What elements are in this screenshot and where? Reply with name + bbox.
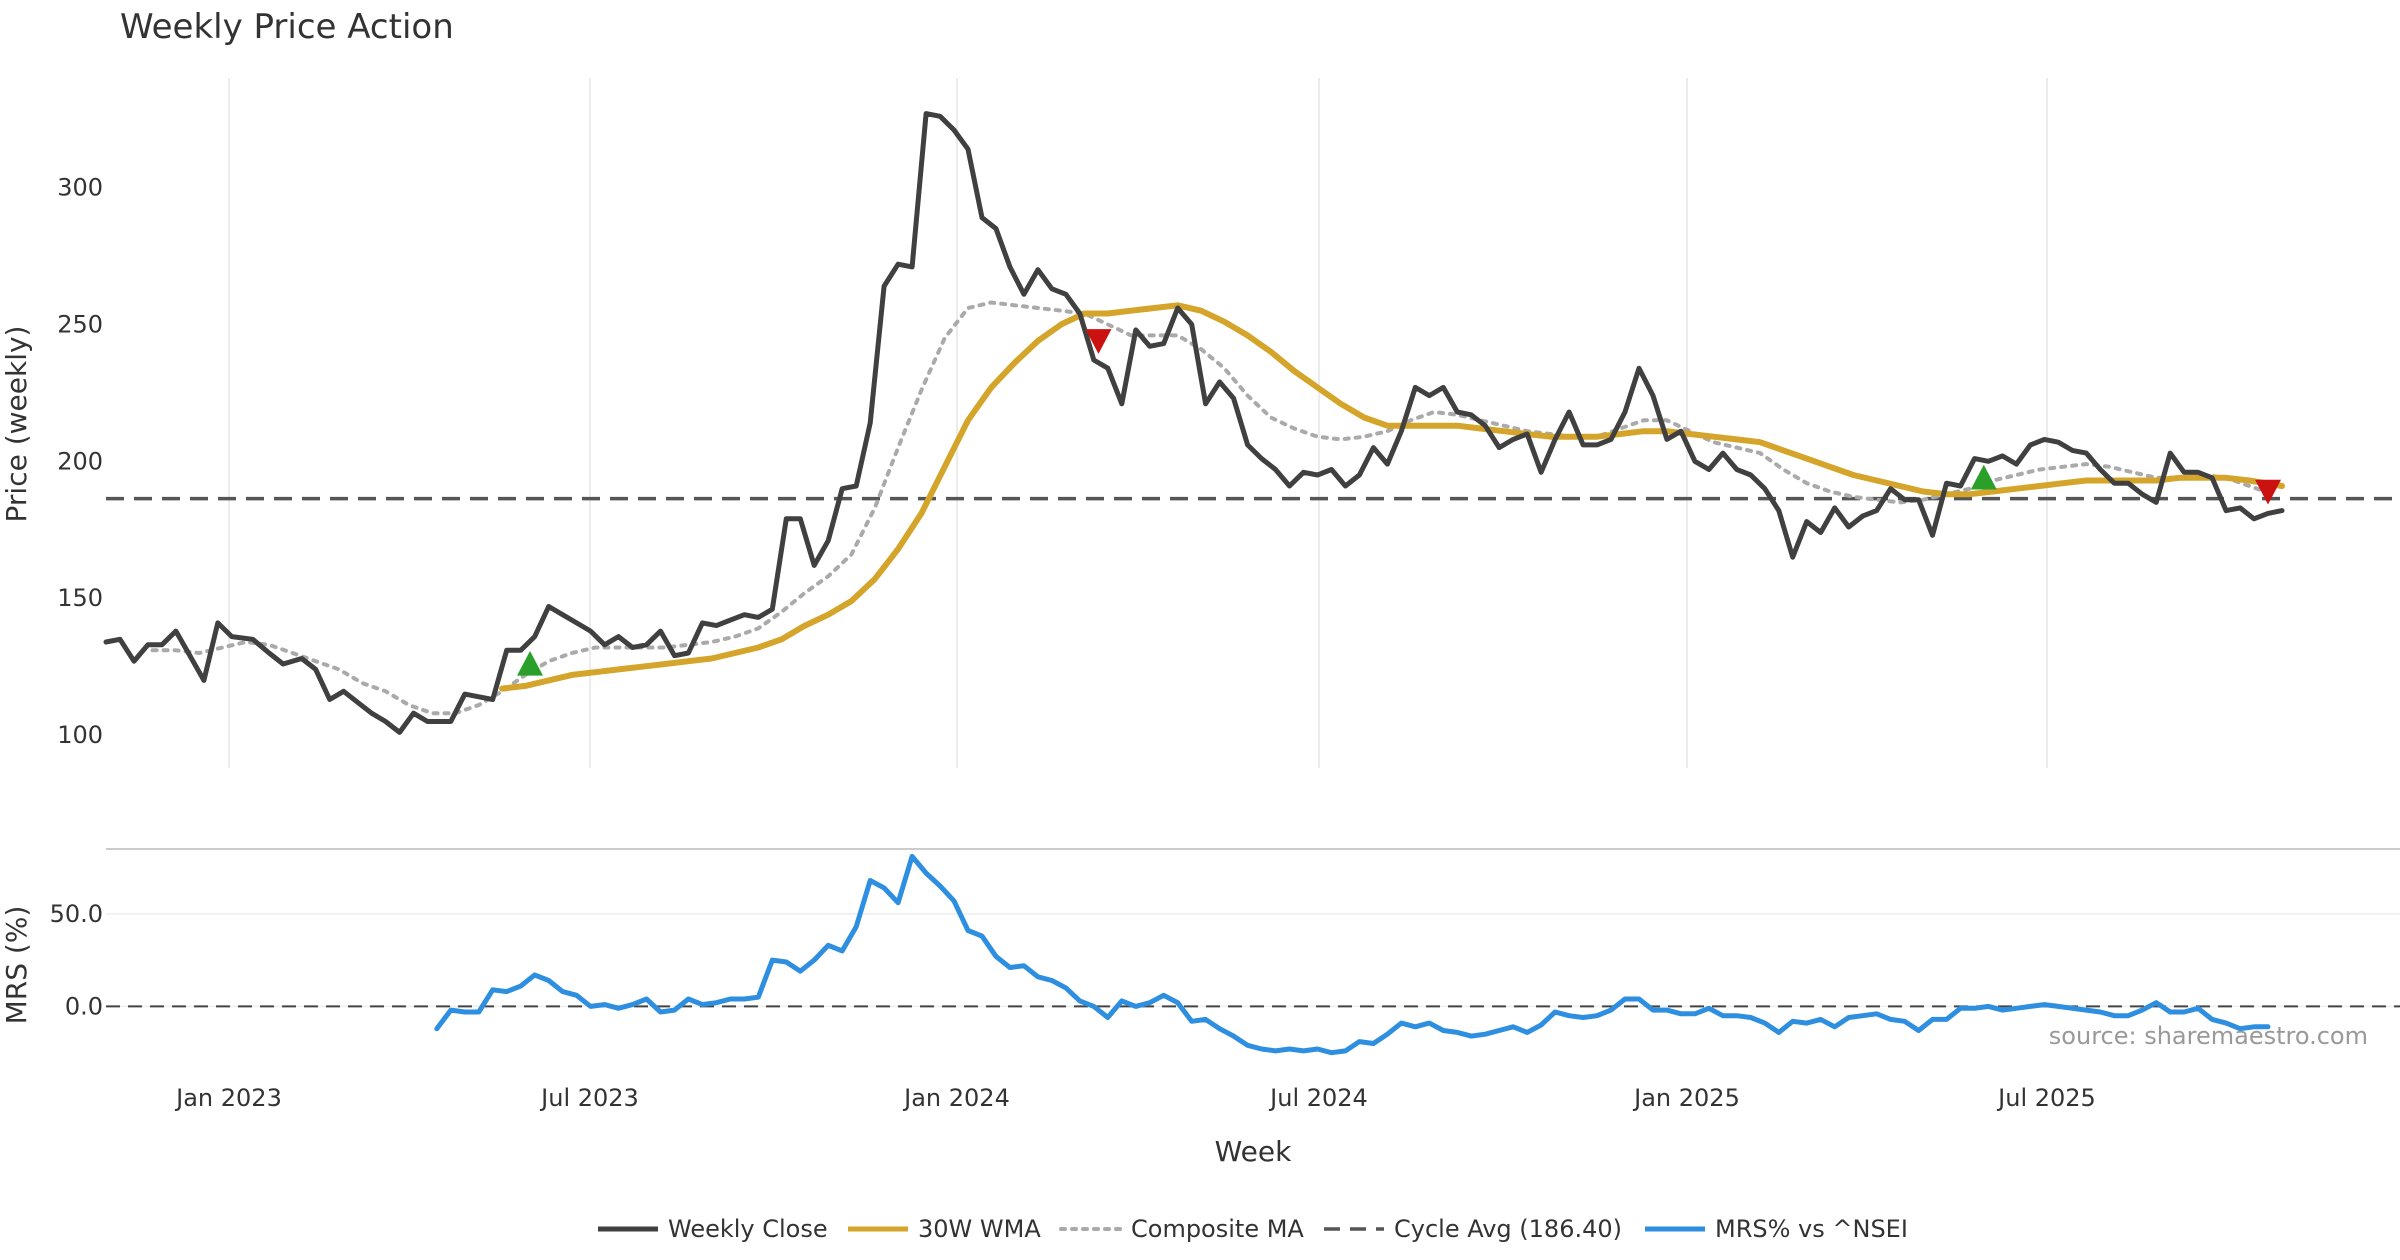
x-tick-label: Jan 2024: [902, 1084, 1010, 1112]
price-series-group: [103, 111, 2285, 735]
signal-markers: [517, 329, 2282, 676]
mrs-series-group: [434, 853, 2271, 1056]
price-y-tick-label: 100: [57, 721, 103, 749]
mrs-y-tick-label: 0.0: [65, 992, 103, 1020]
chart-legend: Weekly Close 30W WMA Composite MA Cycle Avg…: [598, 1215, 1908, 1243]
sell-signal-marker: [1085, 329, 1112, 354]
legend-label: Composite MA: [1131, 1215, 1304, 1243]
composite-ma-line: [150, 300, 2275, 716]
x-tick-label: Jul 2024: [1268, 1084, 1368, 1112]
x-axis-ticks: Jan 2023 Jul 2023 Jan 2024 Jul 2024 Jan 2025…: [174, 1084, 2096, 1112]
x-tick-label: Jul 2025: [1996, 1084, 2096, 1112]
legend-label: Cycle Avg (186.40): [1394, 1215, 1622, 1243]
legend-label: 30W WMA: [918, 1215, 1041, 1243]
price-y-tick-label: 300: [57, 174, 103, 202]
x-tick-label: Jan 2023: [174, 1084, 282, 1112]
mrs-y-axis-label: MRS (%): [0, 906, 33, 1025]
x-axis-label: Week: [1215, 1135, 1292, 1168]
chart-title: Weekly Price Action: [120, 7, 454, 47]
weekly-close-line: [103, 111, 2285, 735]
price-panel-gridlines: [228, 78, 2048, 768]
mrs-line: [434, 853, 2271, 1056]
mrs-panel-gridlines: [106, 913, 2400, 1008]
30w-wma-line: [499, 302, 2285, 692]
price-y-axis-label: Price (weekly): [0, 326, 33, 523]
legend-label: MRS% vs ^NSEI: [1715, 1215, 1908, 1243]
price-y-tick-label: 200: [57, 447, 103, 475]
x-tick-label: Jul 2023: [539, 1084, 639, 1112]
sell-signal-marker: [2255, 479, 2282, 505]
legend-label: Weekly Close: [668, 1215, 828, 1243]
source-note: source: sharemaestro.com: [2049, 1022, 2368, 1050]
price-y-tick-label: 250: [57, 310, 103, 338]
x-tick-label: Jan 2025: [1632, 1084, 1740, 1112]
price-y-axis-ticks: 100 150 200 250 300: [57, 174, 103, 750]
buy-signal-marker: [1970, 464, 1997, 490]
buy-signal-marker: [517, 650, 544, 676]
price-y-tick-label: 150: [57, 584, 103, 612]
mrs-y-tick-label: 50.0: [50, 900, 103, 928]
mrs-y-axis-ticks: 0.0 50.0: [50, 900, 103, 1021]
